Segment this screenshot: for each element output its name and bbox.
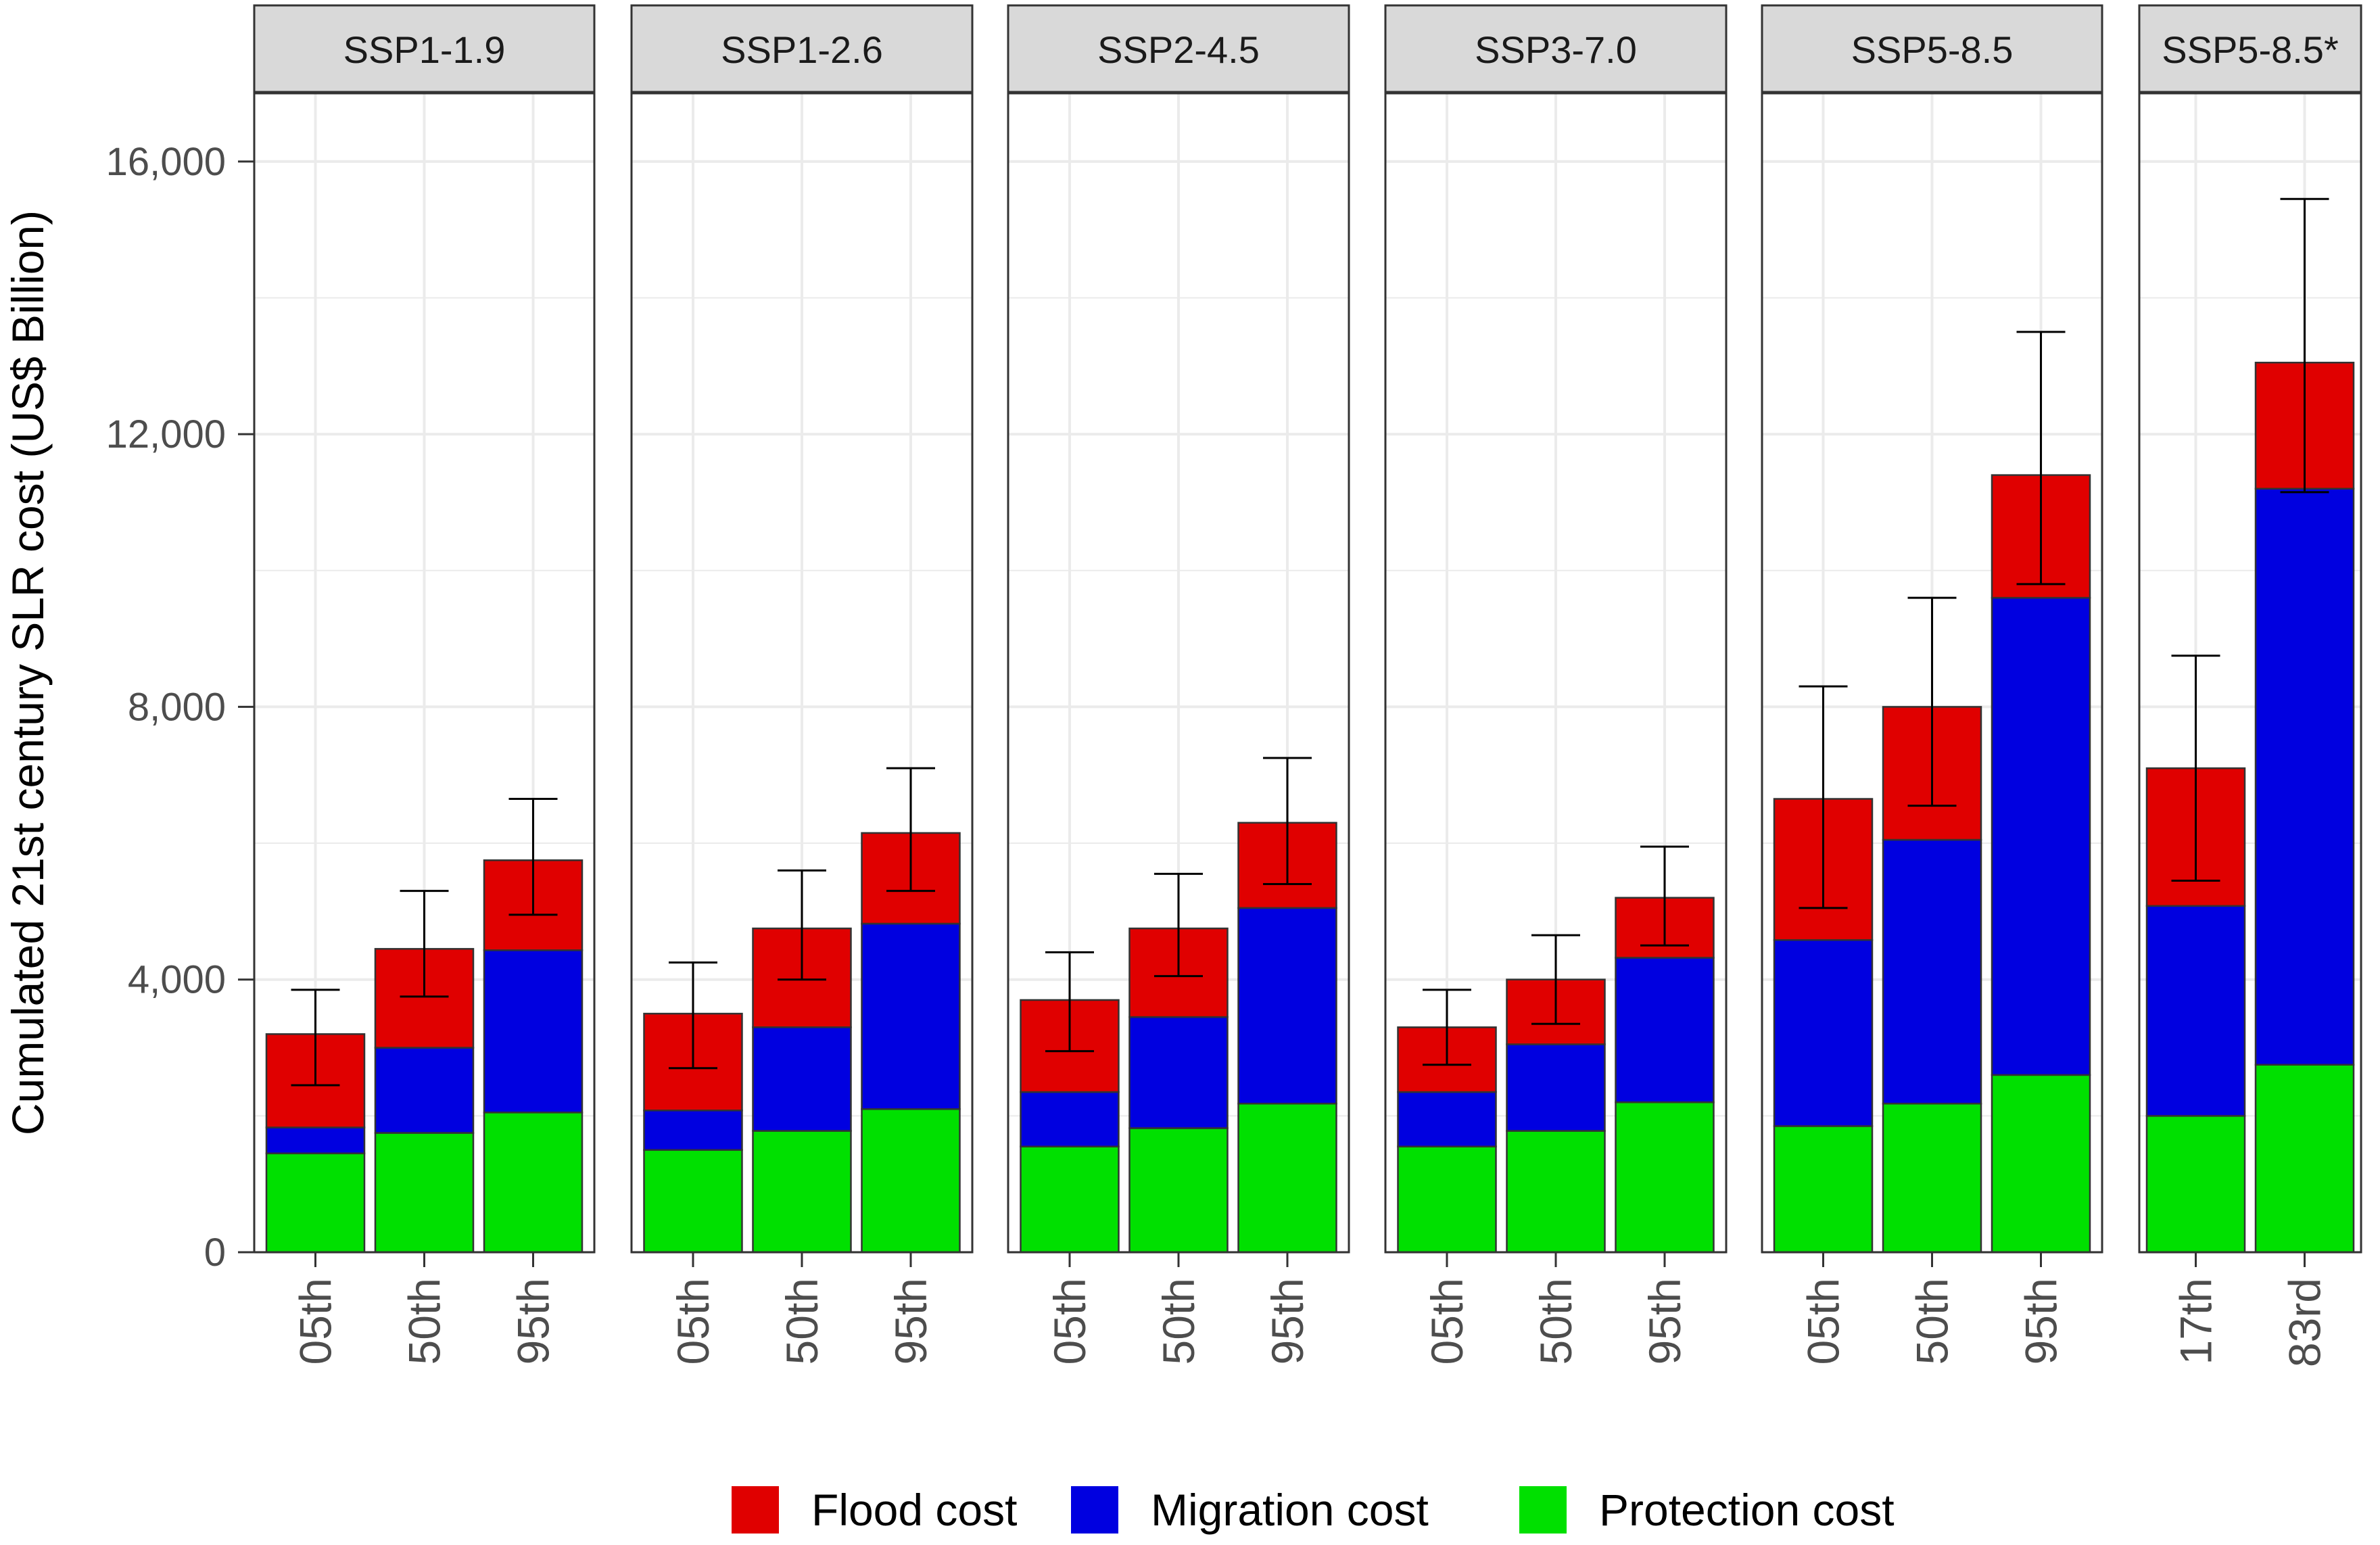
migration-cost-bar: [1020, 1091, 1120, 1147]
migration-cost-bar: [752, 1026, 852, 1132]
panel-border: [253, 92, 596, 1254]
protection-cost-bar: [1506, 1130, 1606, 1254]
facet-title: SSP5-8.5: [1851, 28, 2014, 71]
x-tick-label: 17th: [2171, 1278, 2221, 1364]
panel-border: [1007, 92, 1350, 1254]
x-tick-label: 83rd: [2280, 1278, 2330, 1367]
facet-panel: SSP2-4.5 05th 50th 95th: [1007, 4, 1350, 1364]
facet-strip: [1761, 4, 2103, 93]
x-tick-label: 05th: [1045, 1278, 1095, 1364]
protection-cost-bar: [1882, 1102, 1982, 1254]
legend-swatch-flood: [732, 1486, 779, 1534]
x-tick-label: 50th: [777, 1278, 827, 1364]
migration-cost-bar: [483, 949, 584, 1114]
facet-title: SSP5-8.5*: [2162, 28, 2339, 71]
protection-cost-bar: [1397, 1145, 1497, 1254]
y-tick-label: 0: [204, 1231, 226, 1275]
migration-cost-bar: [643, 1110, 743, 1151]
legend-label-flood: Flood cost: [811, 1485, 1017, 1535]
migration-cost-bar: [2145, 905, 2246, 1117]
protection-cost-bar: [374, 1132, 475, 1254]
panel-border: [1761, 92, 2103, 1254]
facet-title: SSP1-1.9: [343, 28, 506, 71]
facet-panel: SSP5-8.5 05th 50th 95th: [1761, 4, 2103, 1364]
panel-border: [630, 92, 974, 1254]
protection-cost-bar: [643, 1149, 743, 1254]
migration-cost-bar: [1128, 1016, 1229, 1129]
facet-strip: [253, 4, 596, 93]
legend-swatch-protection: [1519, 1486, 1567, 1534]
protection-cost-bar: [752, 1130, 852, 1254]
facet-title: SSP1-2.6: [721, 28, 883, 71]
migration-cost-bar: [1773, 938, 1874, 1127]
y-tick-label: 8,000: [128, 685, 226, 729]
facet-panel: SSP5-8.5* 17th 83rd: [2138, 4, 2362, 1367]
facet-strip: [630, 4, 974, 93]
legend-swatch-migration: [1071, 1486, 1118, 1534]
legend: Flood cost Migration cost Protection cost: [732, 1485, 1895, 1535]
facet-panel: SSP1-2.6 05th 50th 95th: [630, 4, 974, 1364]
migration-cost-bar: [1882, 838, 1982, 1105]
protection-cost-bar: [861, 1108, 961, 1254]
y-tick-label: 16,000: [106, 140, 226, 184]
protection-cost-bar: [1128, 1127, 1229, 1254]
migration-cost-bar: [1506, 1043, 1606, 1132]
x-tick-label: 95th: [1262, 1278, 1312, 1364]
facet-panel: SSP1-1.9 05th 50th 95th: [253, 4, 596, 1364]
protection-cost-bar: [1773, 1125, 1874, 1254]
legend-label-protection: Protection cost: [1599, 1485, 1895, 1535]
x-tick-label: 95th: [508, 1278, 558, 1364]
legend-label-migration: Migration cost: [1151, 1485, 1429, 1535]
x-tick-label: 50th: [1907, 1278, 1957, 1364]
protection-cost-bar: [2145, 1115, 2246, 1254]
x-tick-label: 50th: [1153, 1278, 1204, 1364]
migration-cost-bar: [1991, 596, 2091, 1076]
migration-cost-bar: [374, 1047, 475, 1134]
migration-cost-bar: [2254, 488, 2355, 1066]
facet-title: SSP2-4.5: [1097, 28, 1260, 71]
x-tick-label: 05th: [668, 1278, 718, 1364]
protection-cost-bar: [483, 1112, 584, 1254]
panel-border: [1384, 92, 1728, 1254]
x-tick-label: 95th: [2016, 1278, 2066, 1364]
x-tick-label: 95th: [1640, 1278, 1690, 1364]
panel-border: [2138, 92, 2362, 1254]
x-tick-label: 05th: [1799, 1278, 1849, 1364]
migration-cost-bar: [1397, 1091, 1497, 1147]
migration-cost-bar: [1237, 907, 1337, 1105]
protection-cost-bar: [265, 1152, 366, 1254]
y-tick-label: 12,000: [106, 412, 226, 456]
migration-cost-bar: [1615, 957, 1715, 1103]
protection-cost-bar: [1615, 1101, 1715, 1254]
facet-strip: [2138, 4, 2362, 93]
protection-cost-bar: [1237, 1102, 1337, 1254]
x-tick-label: 95th: [886, 1278, 936, 1364]
migration-cost-bar: [265, 1126, 366, 1155]
protection-cost-bar: [1991, 1074, 2091, 1254]
x-tick-label: 05th: [291, 1278, 341, 1364]
facet-panel: SSP3-7.0 05th 50th 95th: [1384, 4, 1728, 1364]
x-tick-label: 50th: [400, 1278, 450, 1364]
protection-cost-bar: [1020, 1145, 1120, 1254]
x-tick-label: 50th: [1531, 1278, 1581, 1364]
facet-strip: [1007, 4, 1350, 93]
y-axis-title: Cumulated 21st century SLR cost (US$ Bil…: [3, 210, 53, 1135]
y-tick-label: 4,000: [128, 958, 226, 1002]
facet-strip: [1384, 4, 1728, 93]
facet-title: SSP3-7.0: [1475, 28, 1637, 71]
x-tick-label: 05th: [1422, 1278, 1472, 1364]
protection-cost-bar: [2254, 1064, 2355, 1254]
migration-cost-bar: [861, 922, 961, 1110]
